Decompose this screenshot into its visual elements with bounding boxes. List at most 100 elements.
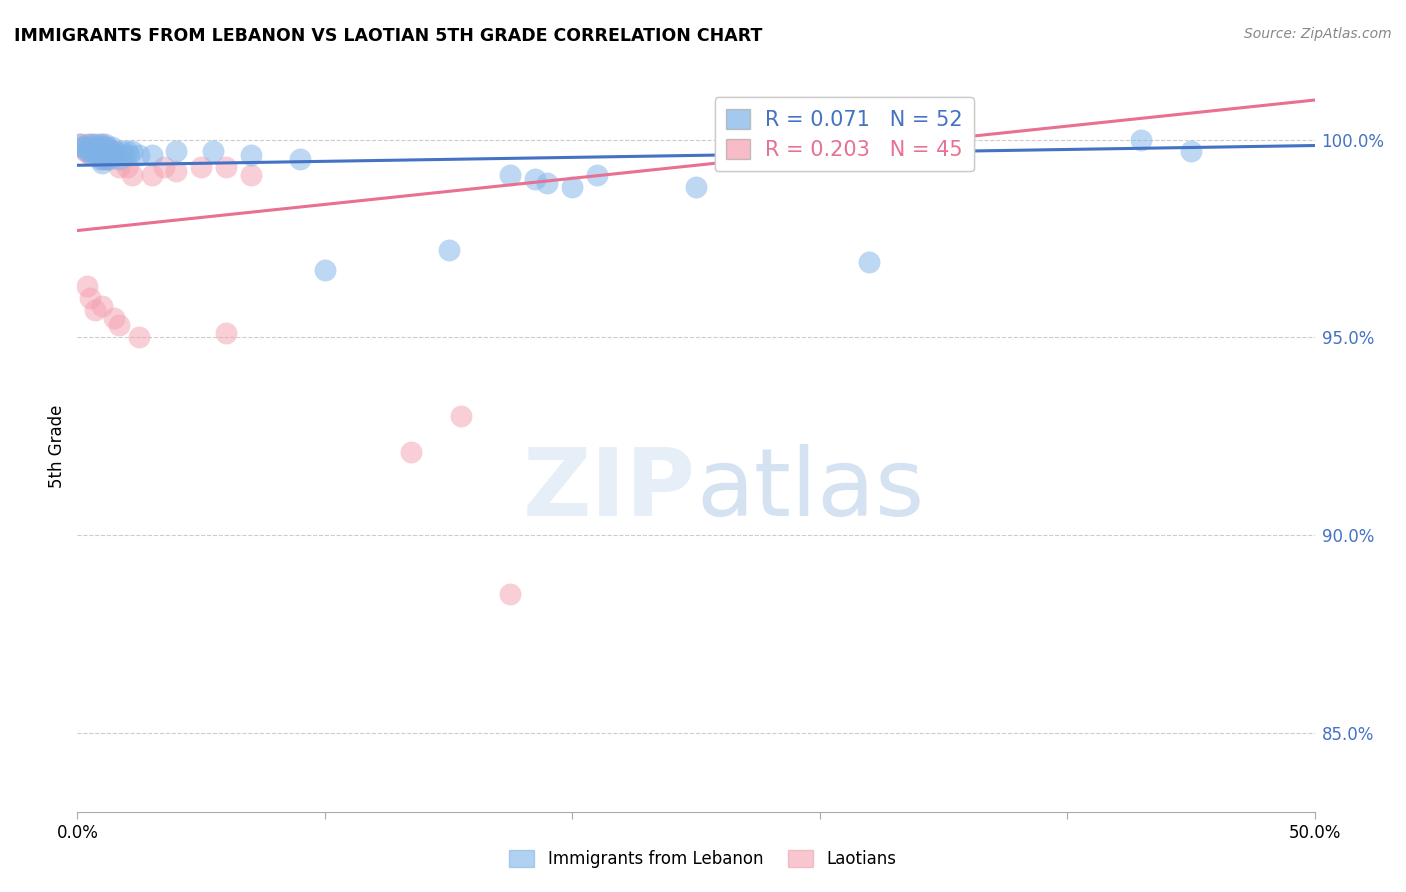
Point bbox=[103, 145, 125, 159]
Point bbox=[202, 145, 225, 159]
Point bbox=[96, 153, 118, 167]
Point bbox=[128, 148, 150, 162]
Point bbox=[215, 326, 238, 341]
Point bbox=[586, 168, 609, 182]
Point bbox=[121, 145, 143, 159]
Point bbox=[79, 136, 101, 151]
Point bbox=[89, 145, 111, 159]
Point bbox=[524, 172, 547, 186]
Point bbox=[96, 140, 118, 154]
Point bbox=[91, 136, 114, 151]
Point bbox=[165, 164, 187, 178]
Point bbox=[685, 180, 707, 194]
Point bbox=[101, 148, 124, 162]
Point bbox=[98, 145, 121, 159]
Point bbox=[153, 161, 176, 175]
Point bbox=[536, 176, 558, 190]
Point bbox=[314, 263, 336, 277]
Point bbox=[91, 148, 114, 162]
Point bbox=[128, 330, 150, 344]
Point bbox=[450, 409, 472, 424]
Point bbox=[141, 148, 163, 162]
Point bbox=[93, 148, 115, 162]
Point bbox=[76, 145, 98, 159]
Point bbox=[82, 136, 104, 151]
Point bbox=[83, 140, 105, 154]
Point bbox=[499, 168, 522, 182]
Point bbox=[499, 587, 522, 601]
Point bbox=[101, 140, 124, 154]
Point bbox=[91, 156, 114, 170]
Point bbox=[72, 140, 94, 154]
Point bbox=[73, 140, 96, 154]
Point bbox=[141, 168, 163, 182]
Point bbox=[73, 145, 96, 159]
Point bbox=[79, 291, 101, 305]
Text: atlas: atlas bbox=[696, 444, 924, 536]
Point bbox=[76, 136, 98, 151]
Point bbox=[93, 145, 115, 159]
Point bbox=[93, 136, 115, 151]
Point bbox=[118, 148, 141, 162]
Point bbox=[86, 140, 108, 154]
Point bbox=[561, 180, 583, 194]
Point bbox=[86, 145, 108, 159]
Point bbox=[165, 145, 187, 159]
Point bbox=[93, 140, 115, 154]
Point bbox=[121, 168, 143, 182]
Point bbox=[108, 153, 131, 167]
Point bbox=[91, 153, 114, 167]
Point bbox=[1180, 145, 1202, 159]
Point bbox=[103, 310, 125, 325]
Point bbox=[91, 299, 114, 313]
Point bbox=[239, 168, 262, 182]
Point bbox=[89, 148, 111, 162]
Text: Source: ZipAtlas.com: Source: ZipAtlas.com bbox=[1244, 27, 1392, 41]
Text: ZIP: ZIP bbox=[523, 444, 696, 536]
Point bbox=[83, 148, 105, 162]
Point bbox=[83, 145, 105, 159]
Point bbox=[82, 140, 104, 154]
Point bbox=[98, 145, 121, 159]
Point bbox=[79, 148, 101, 162]
Point bbox=[82, 148, 104, 162]
Point bbox=[76, 145, 98, 159]
Point bbox=[89, 153, 111, 167]
Point bbox=[91, 145, 114, 159]
Point bbox=[101, 148, 124, 162]
Point bbox=[89, 136, 111, 151]
Point bbox=[401, 445, 423, 459]
Point bbox=[858, 255, 880, 269]
Text: IMMIGRANTS FROM LEBANON VS LAOTIAN 5TH GRADE CORRELATION CHART: IMMIGRANTS FROM LEBANON VS LAOTIAN 5TH G… bbox=[14, 27, 762, 45]
Point bbox=[79, 145, 101, 159]
Point bbox=[105, 148, 128, 162]
Point bbox=[72, 140, 94, 154]
Point bbox=[1130, 132, 1153, 146]
Point bbox=[91, 140, 114, 154]
Point bbox=[79, 140, 101, 154]
Point bbox=[76, 278, 98, 293]
Point bbox=[96, 148, 118, 162]
Point bbox=[111, 145, 134, 159]
Legend: Immigrants from Lebanon, Laotians: Immigrants from Lebanon, Laotians bbox=[503, 843, 903, 875]
Point bbox=[115, 145, 138, 159]
Point bbox=[96, 145, 118, 159]
Point bbox=[288, 153, 311, 167]
Point bbox=[437, 244, 460, 258]
Point bbox=[108, 318, 131, 333]
Point bbox=[89, 140, 111, 154]
Point bbox=[83, 136, 105, 151]
Point bbox=[69, 136, 91, 151]
Point bbox=[93, 153, 115, 167]
Point bbox=[115, 161, 138, 175]
Point bbox=[103, 145, 125, 159]
Point bbox=[105, 148, 128, 162]
Legend: R = 0.071   N = 52, R = 0.203   N = 45: R = 0.071 N = 52, R = 0.203 N = 45 bbox=[714, 97, 974, 171]
Point bbox=[98, 153, 121, 167]
Y-axis label: 5th Grade: 5th Grade bbox=[48, 404, 66, 488]
Point bbox=[83, 302, 105, 317]
Point bbox=[86, 148, 108, 162]
Point bbox=[112, 148, 135, 162]
Point bbox=[190, 161, 212, 175]
Point bbox=[108, 161, 131, 175]
